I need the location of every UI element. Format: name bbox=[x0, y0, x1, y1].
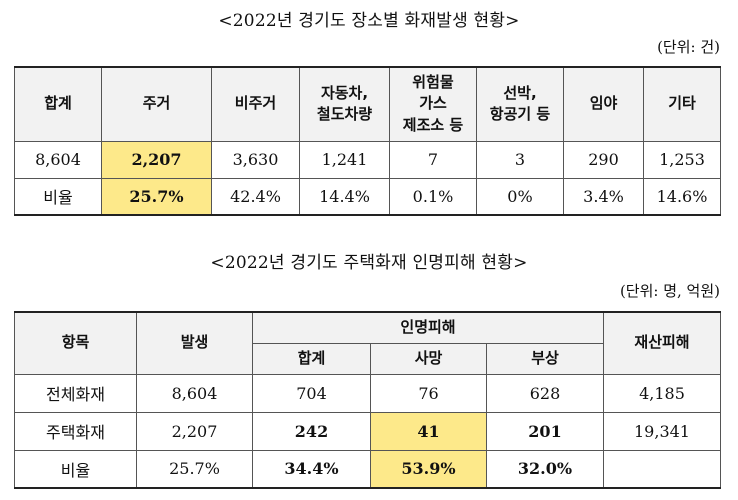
table1-header: 비주거 bbox=[211, 66, 300, 142]
table2-title: <2022년 경기도 주택화재 인명피해 현황> bbox=[210, 253, 528, 273]
table1-header: 주거 bbox=[101, 66, 212, 142]
housing-fire-casualty-table: 항목 발생 인명피해 재산피해 합계 사망 부상 전체화재 8,604 704 … bbox=[14, 311, 721, 489]
ratio-label: 비율 bbox=[14, 177, 102, 216]
row-label: 비율 bbox=[14, 449, 137, 489]
count-cell: 2,207 bbox=[101, 140, 212, 179]
table-row: 전체화재 8,604 704 76 628 4,185 bbox=[14, 373, 721, 413]
injury-cell: 201 bbox=[486, 411, 604, 451]
row-label: 전체화재 bbox=[14, 373, 137, 413]
casualty-total-header: 합계 bbox=[252, 342, 371, 375]
table1-header: 합계 bbox=[14, 66, 102, 142]
casualty-total-cell: 704 bbox=[252, 373, 371, 413]
injury-cell: 628 bbox=[486, 373, 604, 413]
count-cell: 3,630 bbox=[211, 140, 300, 179]
casualty-header: 인명피해 bbox=[252, 311, 604, 344]
count-cell: 1,241 bbox=[299, 140, 390, 179]
table1-header: 위험물 가스 제조소 등 bbox=[389, 66, 477, 142]
table1-count-row: 8,604 2,207 3,630 1,241 7 3 290 1,253 bbox=[14, 140, 721, 179]
ratio-cell: 42.4% bbox=[211, 177, 300, 216]
casualty-total-cell: 34.4% bbox=[252, 449, 371, 489]
death-cell: 53.9% bbox=[370, 449, 487, 489]
ratio-cell: 0.1% bbox=[389, 177, 477, 216]
property-cell bbox=[603, 449, 721, 489]
ratio-cell: 14.4% bbox=[299, 177, 390, 216]
table1-ratio-row: 비율 25.7% 42.4% 14.4% 0.1% 0% 3.4% 14.6% bbox=[14, 177, 721, 216]
casualty-total-cell: 242 bbox=[252, 411, 371, 451]
property-cell: 19,341 bbox=[603, 411, 721, 451]
table2-header-row: 항목 발생 인명피해 재산피해 bbox=[14, 311, 721, 375]
row-label: 주택화재 bbox=[14, 411, 137, 451]
table-row: 비율 25.7% 34.4% 53.9% 32.0% bbox=[14, 449, 721, 489]
property-cell: 4,185 bbox=[603, 373, 721, 413]
table1-header: 임야 bbox=[563, 66, 644, 142]
count-cell: 290 bbox=[563, 140, 644, 179]
count-cell: 3 bbox=[476, 140, 564, 179]
table1-header-row: 합계 주거 비주거 자동차, 철도차량 위험물 가스 제조소 등 선박, 항공기 등 임… bbox=[14, 66, 721, 142]
table-row: 주택화재 2,207 242 41 201 19,341 bbox=[14, 411, 721, 451]
death-cell: 41 bbox=[370, 411, 487, 451]
ratio-cell: 3.4% bbox=[563, 177, 644, 216]
count-cell: 7 bbox=[389, 140, 477, 179]
count-cell: 8,604 bbox=[14, 140, 102, 179]
count-cell: 1,253 bbox=[643, 140, 721, 179]
injury-cell: 32.0% bbox=[486, 449, 604, 489]
table1-header: 선박, 항공기 등 bbox=[476, 66, 564, 142]
fire-by-location-table: 합계 주거 비주거 자동차, 철도차량 위험물 가스 제조소 등 선박, 항공기 등 임… bbox=[14, 66, 721, 216]
occurrence-cell: 2,207 bbox=[136, 411, 253, 451]
table1-header: 기타 bbox=[643, 66, 721, 142]
item-header: 항목 bbox=[14, 311, 137, 375]
property-damage-header: 재산피해 bbox=[603, 311, 721, 375]
table2-unit: (단위: 명, 억원) bbox=[619, 282, 720, 300]
table1-unit: (단위: 건) bbox=[657, 38, 720, 56]
table1-title: <2022년 경기도 장소별 화재발생 현황> bbox=[218, 11, 520, 31]
death-header: 사망 bbox=[370, 342, 487, 375]
table2-subheader-row: 합계 사망 부상 bbox=[15, 342, 721, 375]
table1-header: 자동차, 철도차량 bbox=[299, 66, 390, 142]
ratio-cell: 14.6% bbox=[643, 177, 721, 216]
occurrence-cell: 25.7% bbox=[136, 449, 253, 489]
injury-header: 부상 bbox=[486, 342, 604, 375]
death-cell: 76 bbox=[370, 373, 487, 413]
occurrence-cell: 8,604 bbox=[136, 373, 253, 413]
ratio-cell: 0% bbox=[476, 177, 564, 216]
ratio-cell: 25.7% bbox=[101, 177, 212, 216]
occurrence-header: 발생 bbox=[136, 311, 253, 375]
